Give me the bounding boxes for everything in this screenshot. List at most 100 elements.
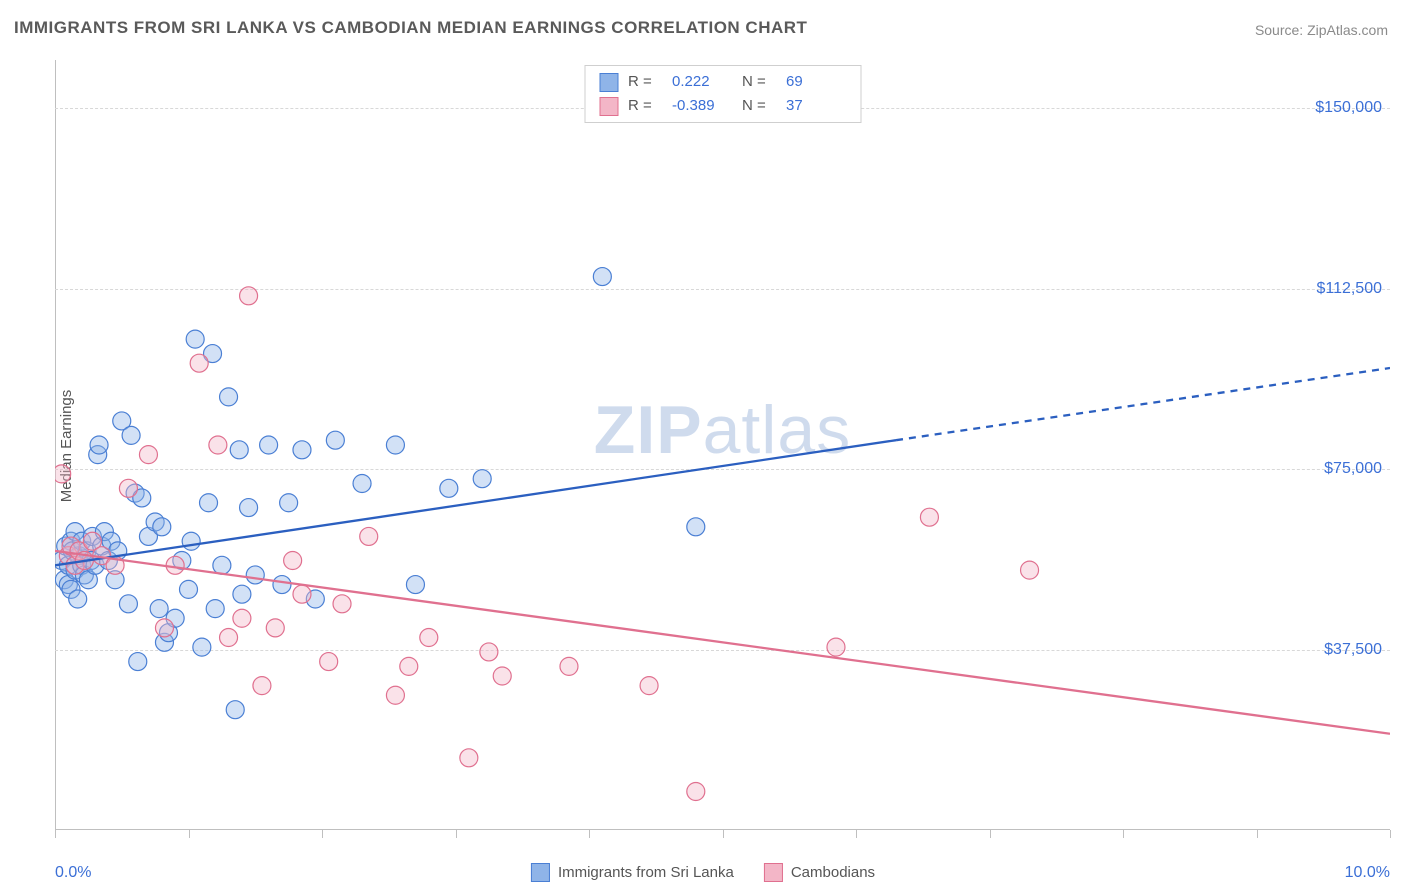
data-point-srilanka — [473, 470, 491, 488]
source-name: ZipAtlas.com — [1307, 22, 1388, 38]
n-label: N = — [742, 70, 776, 94]
correlation-legend-row-srilanka: R = 0.222 N = 69 — [599, 70, 846, 94]
legend-swatch-cambodian — [764, 863, 783, 882]
data-point-srilanka — [122, 426, 140, 444]
data-point-srilanka — [200, 494, 218, 512]
data-point-srilanka — [593, 268, 611, 286]
y-tick-label: $37,500 — [1324, 641, 1382, 659]
legend-swatch-cambodian — [599, 97, 618, 116]
x-tick — [589, 830, 590, 838]
data-point-cambodian — [493, 667, 511, 685]
series-legend-item-cambodian: Cambodians — [764, 863, 875, 882]
data-point-srilanka — [213, 556, 231, 574]
chart-title: IMMIGRANTS FROM SRI LANKA VS CAMBODIAN M… — [14, 18, 807, 38]
x-tick — [856, 830, 857, 838]
x-max-label: 10.0% — [1345, 864, 1390, 882]
x-tick — [456, 830, 457, 838]
x-min-label: 0.0% — [55, 864, 91, 882]
x-tick — [1257, 830, 1258, 838]
data-point-srilanka — [326, 431, 344, 449]
data-point-srilanka — [687, 518, 705, 536]
data-point-srilanka — [206, 600, 224, 618]
r-value: 0.222 — [672, 70, 732, 94]
data-point-srilanka — [153, 518, 171, 536]
data-point-cambodian — [55, 465, 71, 483]
x-tick — [1390, 830, 1391, 838]
data-point-srilanka — [280, 494, 298, 512]
data-point-cambodian — [190, 354, 208, 372]
chart-container: IMMIGRANTS FROM SRI LANKA VS CAMBODIAN M… — [0, 0, 1406, 892]
y-tick-label: $150,000 — [1315, 99, 1382, 117]
x-tick — [723, 830, 724, 838]
data-point-cambodian — [386, 686, 404, 704]
data-point-srilanka — [240, 499, 258, 517]
data-point-srilanka — [119, 595, 137, 613]
data-point-srilanka — [386, 436, 404, 454]
data-point-cambodian — [360, 527, 378, 545]
data-point-cambodian — [155, 619, 173, 637]
data-point-cambodian — [560, 657, 578, 675]
data-point-cambodian — [284, 552, 302, 570]
series-legend-item-srilanka: Immigrants from Sri Lanka — [531, 863, 734, 882]
source-prefix: Source: — [1255, 22, 1307, 38]
data-point-cambodian — [920, 508, 938, 526]
r-label: R = — [628, 94, 662, 118]
data-point-srilanka — [182, 532, 200, 550]
x-tick — [55, 830, 56, 838]
data-point-srilanka — [186, 330, 204, 348]
x-tick — [1123, 830, 1124, 838]
r-value: -0.389 — [672, 94, 732, 118]
data-point-cambodian — [1021, 561, 1039, 579]
data-point-cambodian — [233, 609, 251, 627]
legend-swatch-srilanka — [531, 863, 550, 882]
scatter-svg — [55, 60, 1390, 830]
series-name: Immigrants from Sri Lanka — [558, 864, 734, 881]
data-point-cambodian — [320, 653, 338, 671]
n-value: 69 — [786, 70, 846, 94]
data-point-cambodian — [687, 783, 705, 801]
data-point-cambodian — [400, 657, 418, 675]
source-attribution: Source: ZipAtlas.com — [1255, 22, 1388, 38]
data-point-cambodian — [266, 619, 284, 637]
data-point-srilanka — [220, 388, 238, 406]
data-point-cambodian — [220, 629, 238, 647]
data-point-srilanka — [180, 580, 198, 598]
data-point-cambodian — [119, 479, 137, 497]
regression-line — [896, 368, 1390, 440]
n-label: N = — [742, 94, 776, 118]
data-point-srilanka — [150, 600, 168, 618]
r-label: R = — [628, 70, 662, 94]
y-tick-label: $112,500 — [1316, 280, 1382, 298]
data-point-cambodian — [333, 595, 351, 613]
data-point-cambodian — [827, 638, 845, 656]
y-tick-label: $75,000 — [1324, 460, 1382, 478]
data-point-srilanka — [193, 638, 211, 656]
data-point-srilanka — [246, 566, 264, 584]
data-point-srilanka — [226, 701, 244, 719]
data-point-cambodian — [253, 677, 271, 695]
data-point-srilanka — [260, 436, 278, 454]
data-point-srilanka — [293, 441, 311, 459]
data-point-srilanka — [406, 576, 424, 594]
data-point-srilanka — [69, 590, 87, 608]
data-point-cambodian — [240, 287, 258, 305]
x-tick — [990, 830, 991, 838]
x-tick — [189, 830, 190, 838]
data-point-cambodian — [480, 643, 498, 661]
series-legend: Immigrants from Sri Lanka Cambodians — [531, 863, 875, 882]
data-point-cambodian — [293, 585, 311, 603]
series-name: Cambodians — [791, 864, 875, 881]
data-point-cambodian — [640, 677, 658, 695]
data-point-cambodian — [420, 629, 438, 647]
data-point-srilanka — [273, 576, 291, 594]
data-point-cambodian — [139, 446, 157, 464]
x-tick — [322, 830, 323, 838]
correlation-legend: R = 0.222 N = 69 R = -0.389 N = 37 — [584, 65, 861, 123]
correlation-legend-row-cambodian: R = -0.389 N = 37 — [599, 94, 846, 118]
data-point-srilanka — [129, 653, 147, 671]
data-point-cambodian — [460, 749, 478, 767]
regression-line — [55, 551, 1390, 734]
legend-swatch-srilanka — [599, 73, 618, 92]
data-point-cambodian — [209, 436, 227, 454]
n-value: 37 — [786, 94, 846, 118]
